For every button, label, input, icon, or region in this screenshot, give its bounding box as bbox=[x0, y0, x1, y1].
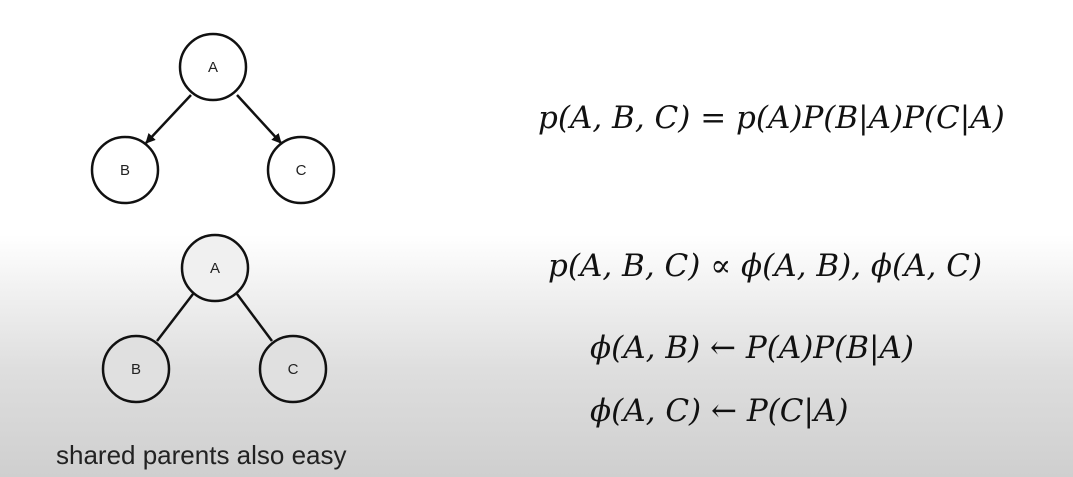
slide-caption: shared parents also easy bbox=[56, 440, 347, 470]
undirected-node-b-label: B bbox=[131, 361, 141, 378]
undirected-node-a-label: A bbox=[210, 260, 220, 277]
directed-edge-a-b bbox=[145, 94, 192, 144]
directed-node-b: B bbox=[90, 135, 160, 205]
directed-node-b-label: B bbox=[120, 162, 130, 179]
equation-factor-proportional: p(A, B, C) ∝ ϕ(A, B), ϕ(A, C) bbox=[548, 248, 983, 284]
equation-phi-ac-assignment: ϕ(A, C) ← P(C|A) bbox=[590, 393, 849, 429]
directed-node-a: A bbox=[178, 32, 248, 102]
undirected-edge-a-b bbox=[156, 293, 194, 342]
undirected-node-c-label: C bbox=[288, 361, 299, 378]
undirected-node-c: C bbox=[258, 334, 328, 404]
directed-graph: A B C bbox=[90, 32, 336, 205]
undirected-edge-a-c bbox=[235, 293, 274, 342]
directed-node-a-label: A bbox=[208, 59, 218, 76]
equation-phi-ab-assignment: ϕ(A, B) ← P(A)P(B|A) bbox=[590, 330, 914, 366]
equation-directed-factorization: p(A, B, C) = p(A)P(B|A)P(C|A) bbox=[538, 100, 1005, 136]
directed-node-c-label: C bbox=[296, 162, 307, 179]
undirected-node-a: A bbox=[180, 233, 250, 303]
directed-node-c: C bbox=[266, 135, 336, 205]
undirected-graph: A B C bbox=[101, 233, 328, 404]
directed-edge-a-c bbox=[236, 94, 282, 144]
undirected-node-b: B bbox=[101, 334, 171, 404]
